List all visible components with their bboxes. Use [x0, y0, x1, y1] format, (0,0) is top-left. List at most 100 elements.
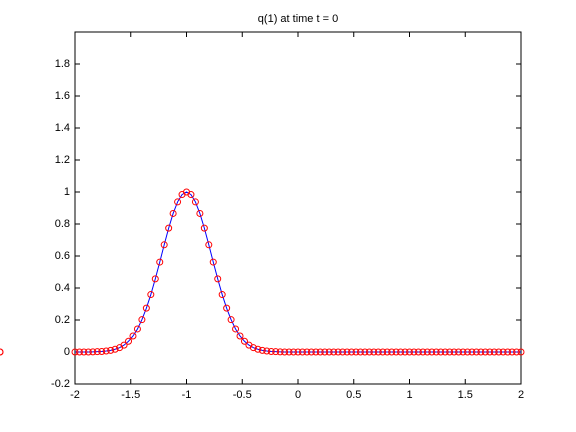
data-marker — [441, 348, 449, 356]
data-marker — [191, 198, 199, 206]
data-marker — [111, 345, 119, 353]
data-marker — [406, 348, 413, 356]
data-marker — [339, 348, 347, 356]
data-marker — [365, 348, 373, 356]
data-marker — [370, 348, 378, 356]
data-marker — [236, 332, 244, 340]
data-marker — [84, 348, 92, 356]
y-tick-label: 0.2 — [55, 314, 70, 326]
data-marker — [374, 348, 382, 356]
y-tick-label: 1 — [64, 186, 70, 198]
data-marker — [392, 348, 400, 356]
x-tick-label: -0.5 — [233, 389, 252, 401]
y-tick-label: 0 — [64, 346, 70, 358]
data-marker — [361, 348, 369, 356]
data-marker — [276, 348, 284, 356]
data-marker — [428, 348, 436, 356]
data-marker — [325, 348, 333, 356]
x-tick-label: 1.5 — [458, 389, 473, 401]
data-marker — [446, 348, 454, 356]
data-marker — [312, 348, 320, 356]
data-marker — [75, 348, 83, 356]
data-marker — [472, 348, 480, 356]
data-marker — [298, 348, 306, 356]
y-tick-label: 0.8 — [55, 218, 70, 230]
data-marker — [486, 348, 494, 356]
data-marker — [459, 348, 467, 356]
data-marker — [383, 348, 391, 356]
data-marker — [348, 348, 356, 356]
data-marker — [129, 332, 137, 340]
x-tick-label: 0 — [295, 389, 301, 401]
data-marker — [343, 348, 351, 356]
data-marker — [102, 347, 110, 355]
data-marker — [165, 224, 173, 232]
data-marker — [281, 348, 289, 356]
data-marker — [414, 348, 422, 356]
data-marker — [517, 348, 525, 356]
data-marker — [513, 348, 521, 356]
y-tick-label: 1.6 — [55, 90, 70, 102]
data-marker — [240, 337, 248, 345]
y-tick-label: 0.4 — [55, 282, 70, 294]
data-marker — [218, 291, 226, 299]
data-marker — [294, 348, 302, 356]
data-marker — [249, 344, 257, 352]
x-tick-label: -2 — [70, 389, 80, 401]
data-marker — [71, 348, 79, 356]
data-marker — [379, 348, 387, 356]
data-marker — [423, 348, 431, 356]
x-tick-label: 2 — [518, 389, 524, 401]
data-marker — [89, 348, 97, 356]
data-marker — [285, 348, 293, 356]
data-marker — [227, 316, 235, 324]
data-marker — [267, 348, 275, 356]
data-marker — [303, 348, 311, 356]
x-tick-label: -1 — [182, 389, 192, 401]
data-marker — [138, 316, 146, 324]
data-marker — [133, 325, 141, 333]
plot-frame — [74, 31, 522, 385]
data-marker — [397, 348, 405, 356]
data-marker — [419, 348, 427, 356]
data-marker — [508, 348, 516, 356]
y-tick-label: 1.4 — [55, 122, 70, 134]
x-tick-label: 0.5 — [346, 389, 361, 401]
data-marker — [481, 348, 489, 356]
data-marker — [0, 348, 4, 356]
data-marker — [98, 348, 106, 356]
data-marker — [209, 258, 217, 266]
data-marker — [499, 348, 507, 356]
data-marker — [258, 346, 266, 354]
data-marker — [356, 348, 364, 356]
data-marker — [477, 348, 485, 356]
data-marker — [272, 348, 280, 356]
data-marker — [200, 224, 208, 232]
data-marker — [107, 346, 115, 354]
data-marker — [254, 345, 262, 353]
data-marker — [174, 198, 182, 206]
data-marker — [388, 348, 396, 356]
x-tick-label: 1 — [406, 389, 412, 401]
data-marker — [321, 348, 329, 356]
data-marker — [352, 348, 360, 356]
x-tick-label: -1.5 — [121, 389, 140, 401]
data-marker — [232, 325, 240, 333]
data-marker — [80, 348, 88, 356]
data-marker — [401, 348, 409, 356]
data-marker — [290, 348, 298, 356]
data-marker — [169, 209, 177, 217]
y-tick-label: 1.2 — [55, 154, 70, 166]
data-marker — [316, 348, 324, 356]
data-marker — [334, 348, 342, 356]
y-tick-label: -0.2 — [51, 378, 70, 390]
data-marker — [307, 348, 315, 356]
data-marker — [196, 209, 204, 217]
data-marker — [450, 348, 458, 356]
data-marker — [187, 191, 195, 199]
data-marker — [410, 348, 418, 356]
data-marker — [223, 304, 231, 312]
data-marker — [437, 348, 445, 356]
data-marker — [147, 291, 155, 299]
